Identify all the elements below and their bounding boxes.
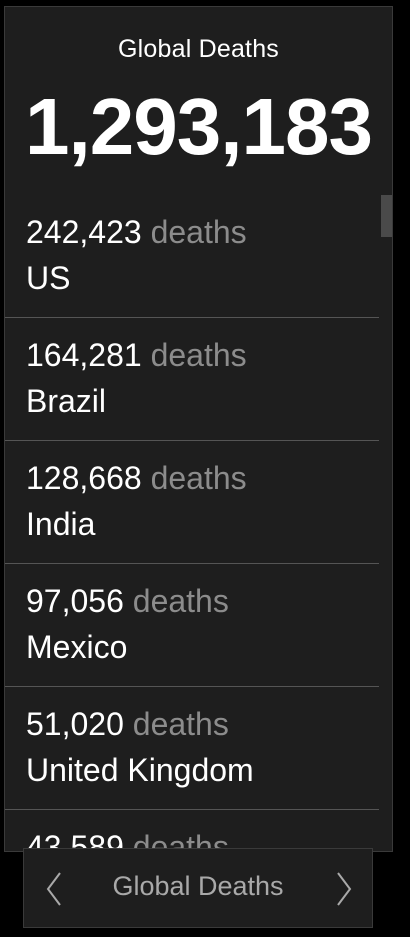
count-line: 128,668 deaths (26, 459, 247, 497)
death-unit-label: deaths (132, 583, 229, 619)
country-name: Brazil (26, 383, 107, 419)
death-unit-label: deaths (150, 214, 247, 250)
death-unit-label: deaths (132, 829, 229, 852)
death-count: 164,281 (26, 337, 142, 373)
list-item[interactable]: 128,668 deaths India (5, 441, 379, 564)
death-count: 97,056 (26, 583, 124, 619)
death-unit-label: deaths (132, 706, 229, 742)
count-line: 164,281 deaths (26, 336, 247, 374)
list-scrollbar[interactable] (379, 195, 392, 851)
country-deaths-list[interactable]: 242,423 deaths US 164,281 deaths Brazil … (5, 195, 379, 852)
list-item[interactable]: 97,056 deaths Mexico (5, 564, 379, 687)
count-line: 51,020 deaths (26, 705, 229, 743)
country-name: US (26, 260, 71, 296)
death-count: 51,020 (26, 706, 124, 742)
scrollbar-thumb[interactable] (381, 195, 392, 237)
list-item[interactable]: 242,423 deaths US (5, 195, 379, 318)
country-name: Mexico (26, 629, 128, 665)
count-line: 43,589 deaths (26, 828, 229, 852)
death-count: 242,423 (26, 214, 142, 250)
panel-pager: Global Deaths (23, 848, 373, 928)
chevron-left-icon[interactable] (42, 869, 66, 909)
death-unit-label: deaths (150, 460, 247, 496)
count-line: 242,423 deaths (26, 213, 247, 251)
death-count: 128,668 (26, 460, 142, 496)
panel-title: Global Deaths (117, 35, 280, 63)
list-item[interactable]: 51,020 deaths United Kingdom (5, 687, 379, 810)
country-name: India (26, 506, 96, 542)
pager-label: Global Deaths (112, 871, 284, 901)
global-deaths-total: 1,293,183 (25, 82, 373, 171)
global-deaths-panel: Global Deaths 1,293,183 242,423 deaths U… (4, 6, 393, 852)
list-item[interactable]: 164,281 deaths Brazil (5, 318, 379, 441)
country-name: United Kingdom (26, 752, 254, 788)
list-item[interactable]: 43,589 deaths (5, 810, 379, 852)
count-line: 97,056 deaths (26, 582, 229, 620)
chevron-right-icon[interactable] (332, 869, 356, 909)
death-unit-label: deaths (150, 337, 247, 373)
death-count: 43,589 (26, 829, 124, 852)
panel-header: Global Deaths 1,293,183 (5, 7, 392, 195)
